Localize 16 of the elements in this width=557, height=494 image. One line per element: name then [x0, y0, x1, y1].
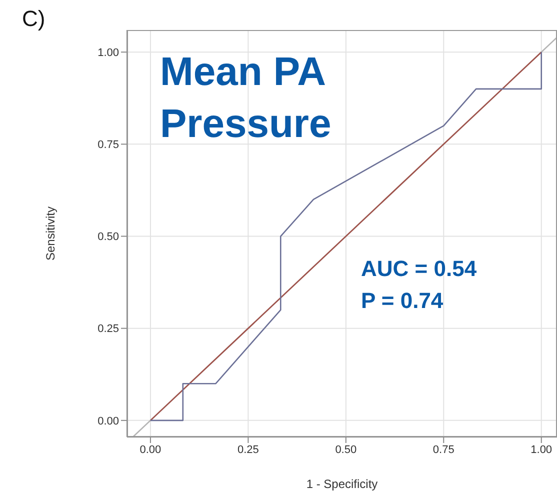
y-tick-label: 1.00: [98, 47, 119, 60]
x-tick-label: 0.00: [140, 444, 162, 456]
annotation: Mean PA Pressure: [160, 49, 332, 148]
y-tick-label: 0.75: [98, 139, 119, 152]
annotation: AUC = 0.54: [360, 255, 478, 283]
x-axis-title: 1 - Specificity: [306, 477, 378, 491]
x-tick-label: 0.25: [237, 444, 259, 456]
annotation: P = 0.74: [360, 288, 444, 314]
text: C): [22, 6, 46, 32]
y-tick-label: 0.00: [98, 415, 119, 428]
x-tick-label: 0.75: [432, 444, 454, 456]
x-tick-label: 1.00: [530, 444, 552, 456]
x-tick-label: 0.50: [335, 444, 357, 456]
y-tick-label: 0.50: [98, 231, 119, 244]
y-tick-label: 0.25: [98, 323, 119, 336]
y-axis-title: Sensitivity: [43, 206, 58, 261]
